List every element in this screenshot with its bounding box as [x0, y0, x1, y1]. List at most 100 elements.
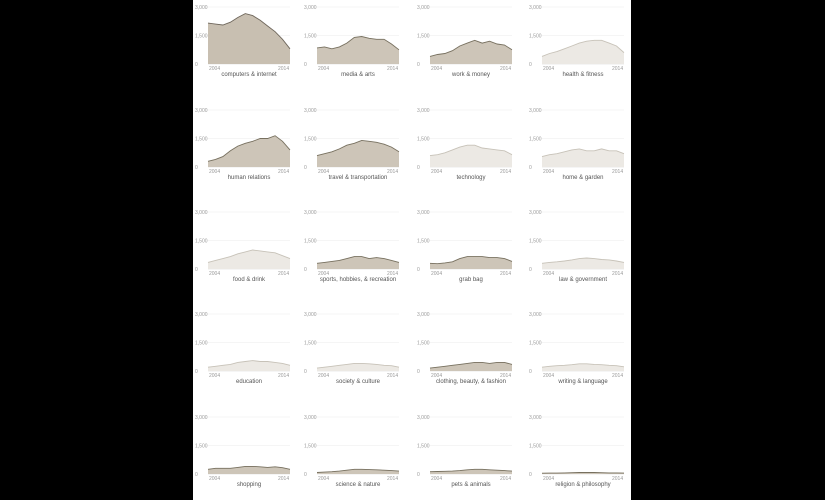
x-tick-label: 2004 — [543, 169, 554, 175]
area-outline — [207, 135, 291, 162]
y-tick-label: 0 — [529, 62, 532, 68]
y-tick-label: 0 — [304, 267, 307, 273]
x-tick-label: 2014 — [387, 169, 398, 175]
chart-title: sports, hobbies, & recreation — [320, 277, 396, 283]
x-tick-label: 2014 — [387, 373, 398, 379]
x-tick-label: 2014 — [278, 271, 289, 277]
y-tick-label: 1,500 — [417, 238, 430, 244]
area-series — [430, 469, 512, 474]
area-series — [208, 135, 290, 167]
x-tick-label: 2004 — [318, 169, 329, 175]
area-series — [542, 258, 624, 269]
x-tick-label: 2014 — [500, 271, 511, 277]
y-tick-label: 0 — [529, 472, 532, 478]
area-outline — [316, 139, 400, 157]
x-tick-label: 2004 — [318, 373, 329, 379]
y-tick-label: 0 — [195, 472, 198, 478]
chart-title: society & culture — [336, 379, 381, 385]
x-tick-label: 2004 — [431, 169, 442, 175]
small-multiple-science-nature: 0 1,500 3,000 2004 2014 science & nature — [304, 415, 400, 488]
y-tick-label: 0 — [417, 472, 420, 478]
y-tick-label: 3,000 — [304, 415, 317, 421]
chart-title: travel & transportation — [329, 175, 388, 181]
chart-title: work & money — [451, 72, 490, 78]
area-series — [542, 148, 624, 167]
y-tick-label: 0 — [195, 369, 198, 375]
chart-title: home & garden — [562, 175, 603, 181]
x-tick-label: 2004 — [318, 66, 329, 72]
chart-title: media & arts — [341, 72, 375, 78]
area-outline — [207, 360, 291, 368]
y-tick-label: 0 — [529, 267, 532, 273]
y-tick-label: 1,500 — [529, 238, 542, 244]
x-tick-label: 2014 — [278, 476, 289, 482]
small-multiple-education: 0 1,500 3,000 2004 2014 education — [195, 312, 291, 385]
area-outline — [316, 256, 400, 264]
y-tick-label: 3,000 — [304, 5, 317, 11]
area-outline — [316, 468, 400, 473]
x-tick-label: 2014 — [387, 271, 398, 277]
area-series — [317, 140, 399, 167]
y-tick-label: 0 — [195, 165, 198, 171]
x-tick-label: 2014 — [612, 271, 623, 277]
small-multiple-society-culture: 0 1,500 3,000 2004 2014 society & culture — [304, 312, 400, 385]
x-tick-label: 2004 — [209, 169, 220, 175]
y-tick-label: 1,500 — [529, 33, 542, 39]
x-tick-label: 2004 — [543, 66, 554, 72]
y-tick-label: 1,500 — [529, 443, 542, 449]
x-tick-label: 2004 — [431, 373, 442, 379]
area-outline — [429, 144, 513, 157]
y-tick-label: 3,000 — [304, 210, 317, 216]
chart-title: human relations — [228, 175, 271, 181]
x-tick-label: 2004 — [318, 476, 329, 482]
x-tick-label: 2014 — [387, 66, 398, 72]
small-multiple-shopping: 0 1,500 3,000 2004 2014 shopping — [195, 415, 291, 488]
area-series — [208, 360, 290, 371]
x-tick-label: 2004 — [431, 271, 442, 277]
area-outline — [207, 13, 291, 50]
y-tick-label: 3,000 — [417, 312, 430, 318]
x-tick-label: 2014 — [500, 476, 511, 482]
x-tick-label: 2014 — [612, 373, 623, 379]
small-multiple-technology: 0 1,500 3,000 2004 2014 technology — [417, 108, 513, 181]
y-tick-label: 3,000 — [195, 5, 208, 11]
y-tick-label: 0 — [195, 267, 198, 273]
x-tick-label: 2014 — [612, 66, 623, 72]
y-tick-label: 1,500 — [529, 340, 542, 346]
y-tick-label: 1,500 — [304, 136, 317, 142]
chart-title: computers & internet — [221, 72, 277, 78]
chart-title: food & drink — [233, 277, 266, 283]
x-tick-label: 2014 — [500, 66, 511, 72]
y-tick-label: 1,500 — [417, 136, 430, 142]
small-multiple-food-drink: 0 1,500 3,000 2004 2014 food & drink — [195, 210, 291, 283]
y-tick-label: 1,500 — [304, 443, 317, 449]
y-tick-label: 0 — [195, 62, 198, 68]
y-tick-label: 3,000 — [304, 312, 317, 318]
x-tick-label: 2014 — [612, 169, 623, 175]
y-tick-label: 0 — [417, 62, 420, 68]
chart-title: grab bag — [459, 277, 483, 283]
small-multiples-panel: 0 1,500 3,000 2004 2014 computers & internet 0… — [193, 0, 631, 500]
chart-title: science & nature — [336, 482, 381, 488]
area-outline — [316, 362, 400, 369]
small-multiple-media-arts: 0 1,500 3,000 2004 2014 media & arts — [304, 5, 400, 78]
x-tick-label: 2004 — [543, 271, 554, 277]
y-tick-label: 3,000 — [529, 210, 542, 216]
area-series — [542, 363, 624, 371]
chart-title: law & government — [559, 277, 607, 283]
area-series — [430, 40, 512, 64]
y-tick-label: 1,500 — [417, 340, 430, 346]
y-tick-label: 0 — [529, 165, 532, 171]
y-tick-label: 3,000 — [195, 415, 208, 421]
y-tick-label: 3,000 — [529, 5, 542, 11]
area-outline — [541, 39, 625, 57]
area-outline — [429, 256, 513, 265]
y-tick-label: 1,500 — [195, 340, 208, 346]
x-tick-label: 2004 — [431, 476, 442, 482]
area-outline — [207, 465, 291, 470]
y-tick-label: 1,500 — [195, 238, 208, 244]
